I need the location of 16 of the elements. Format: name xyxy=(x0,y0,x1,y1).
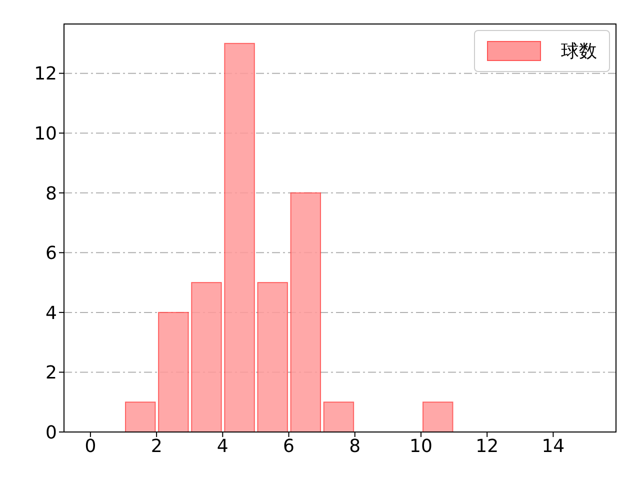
x-tick-label: 0 xyxy=(84,436,96,457)
y-tick-label: 10 xyxy=(34,123,57,144)
x-tick-label: 2 xyxy=(150,436,162,457)
x-tick-label: 12 xyxy=(476,436,499,457)
y-tick-label: 4 xyxy=(46,302,57,324)
y-tick-label: 0 xyxy=(46,422,57,444)
legend-label: 球数 xyxy=(561,40,597,63)
y-tick-label: 12 xyxy=(34,64,57,85)
x-tick-label: 6 xyxy=(283,436,294,457)
x-tick-label: 14 xyxy=(542,436,565,457)
y-tick-label: 2 xyxy=(46,362,57,384)
x-tick-label: 10 xyxy=(410,436,432,457)
x-tick-label: 4 xyxy=(216,436,228,457)
y-tick-label: 8 xyxy=(46,183,57,204)
x-tick-label: 8 xyxy=(349,436,361,457)
y-tick-label: 6 xyxy=(46,243,57,264)
